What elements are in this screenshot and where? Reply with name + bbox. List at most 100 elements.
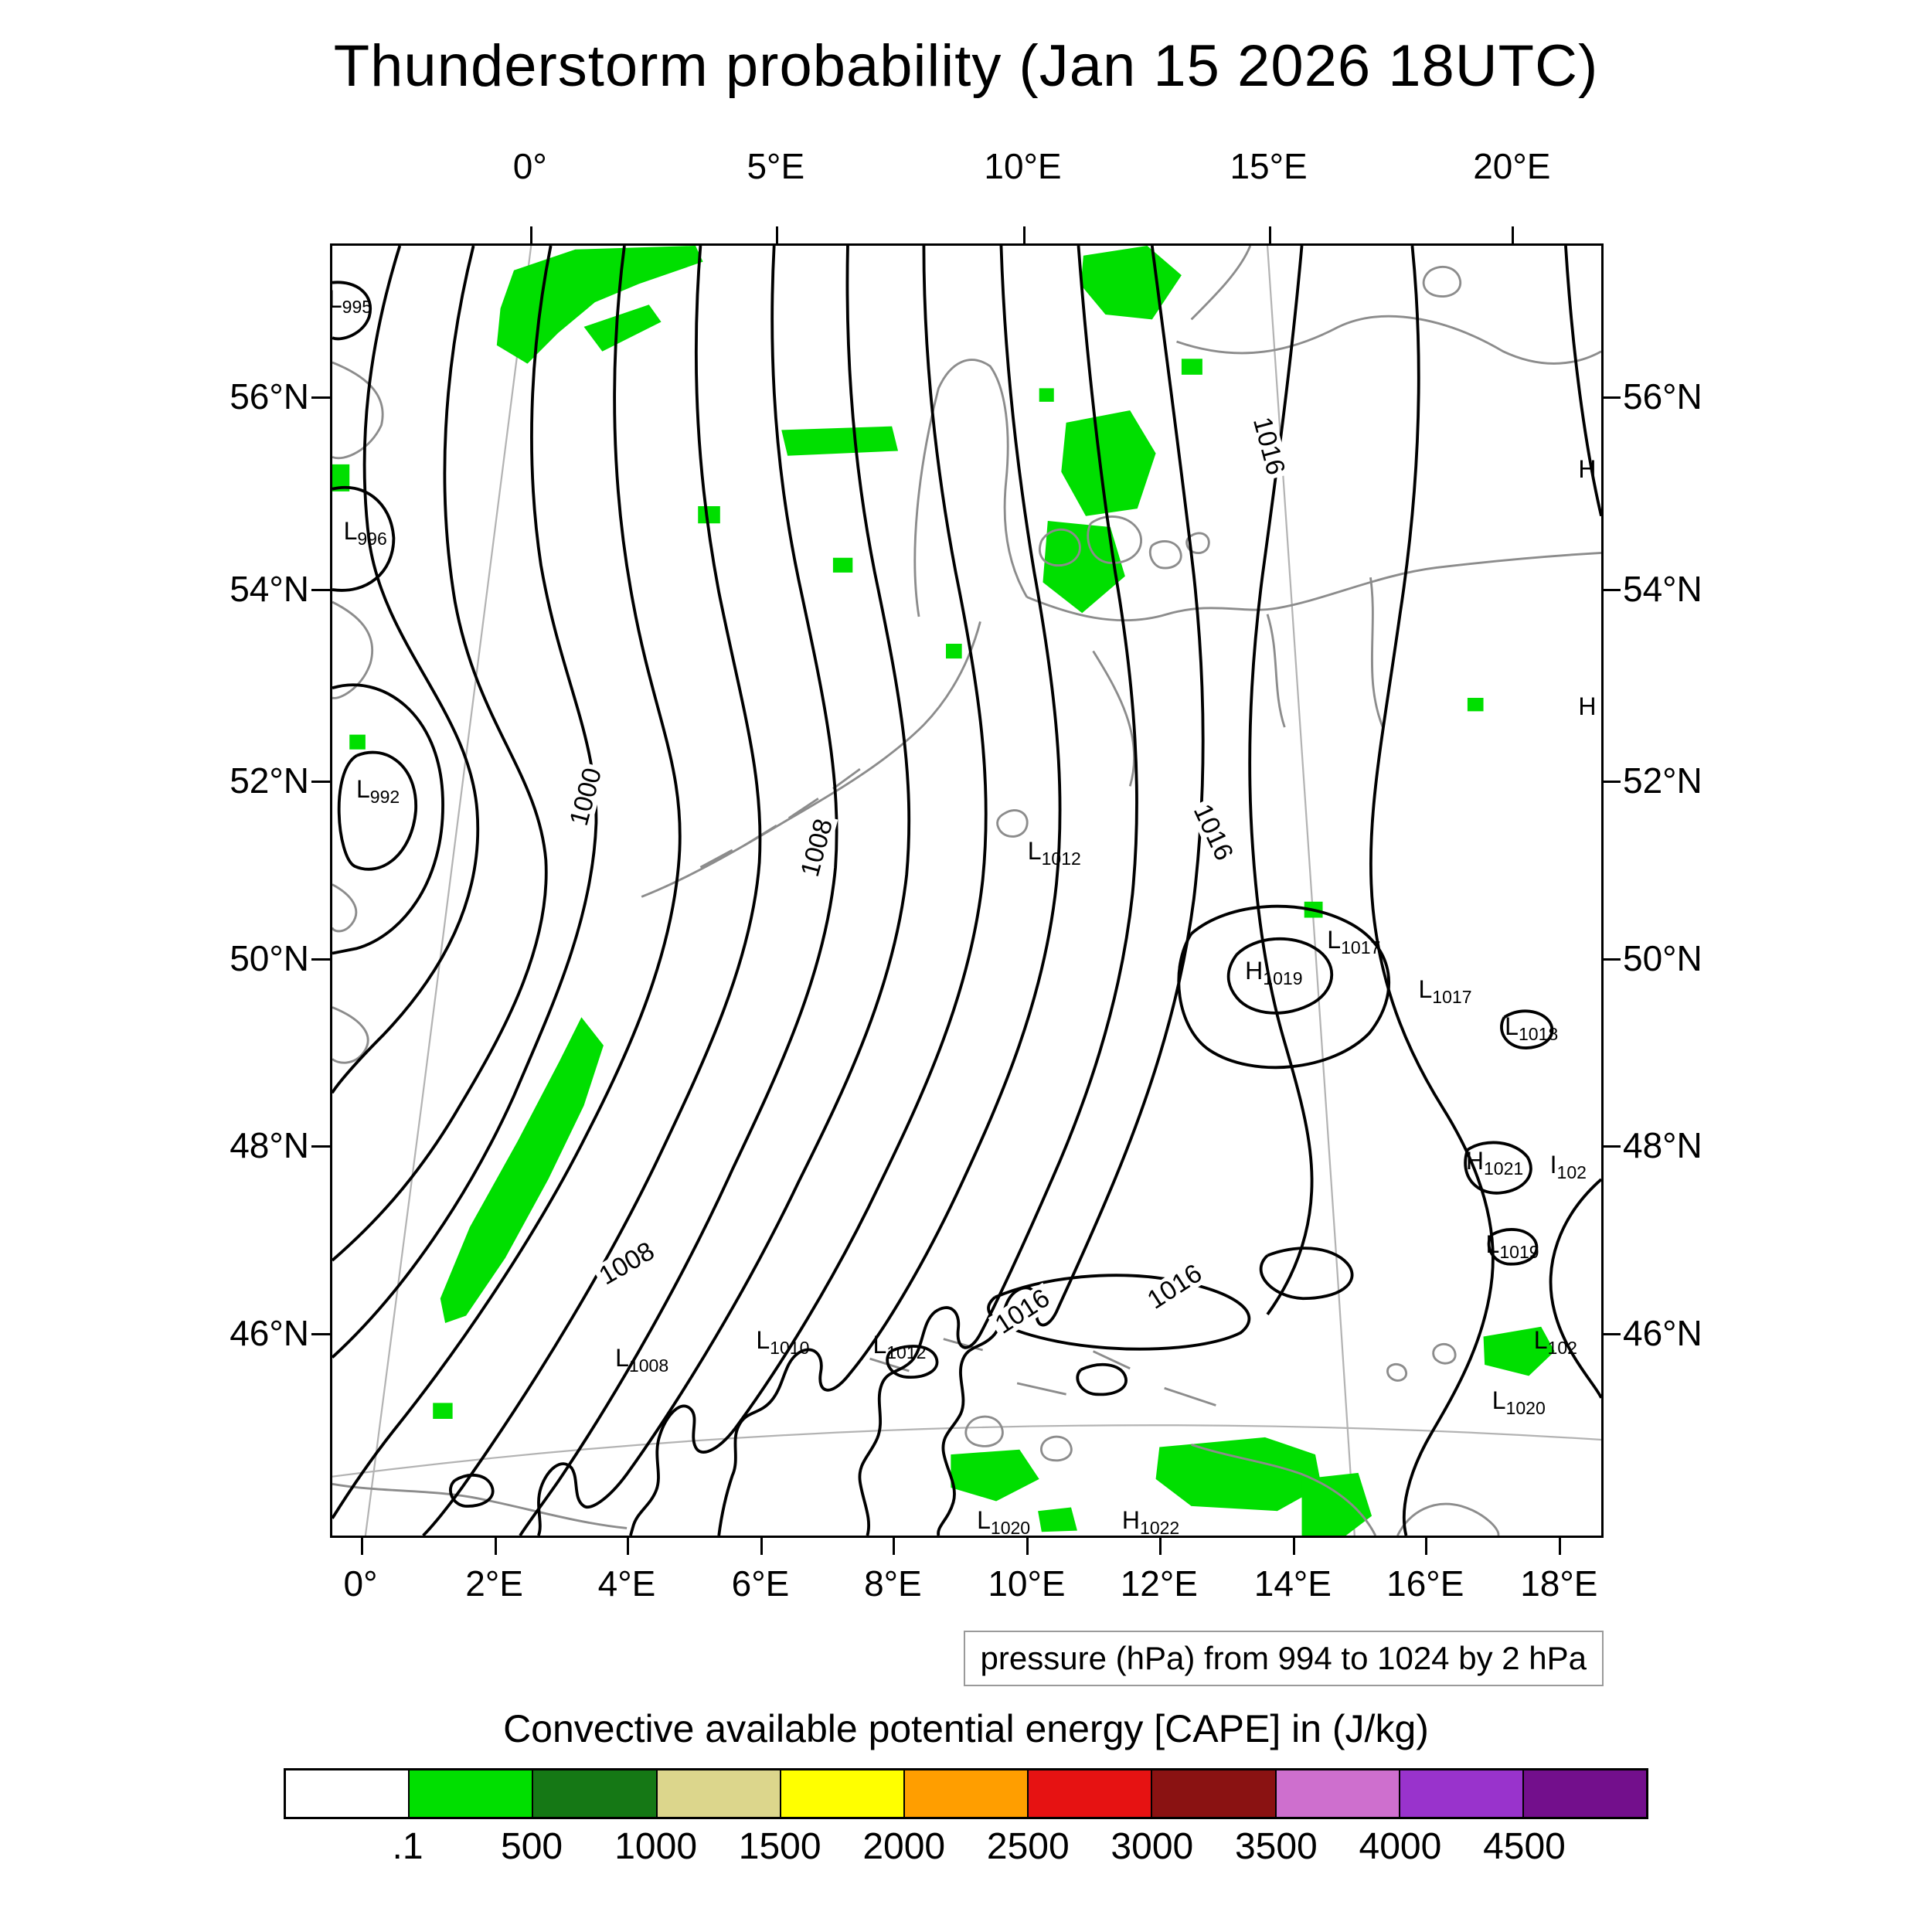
axis-tick (311, 957, 330, 961)
axis-tick (1158, 1538, 1162, 1555)
axis-tick (1602, 396, 1621, 399)
colorbar-tick-label: 3500 (1234, 1826, 1318, 1867)
axis-tick (1292, 1538, 1295, 1555)
colorbar-cell (1523, 1770, 1647, 1817)
pressure-caption: pressure (hPa) from 994 to 1024 by 2 hPa (963, 1631, 1604, 1686)
axis-label: 48°N (1623, 1125, 1702, 1166)
axis-left-ticks (311, 243, 330, 1538)
contour-value-label: 1016 (988, 1282, 1057, 1340)
contour-value-label: 1008 (795, 813, 838, 883)
axis-label: 12°E (1120, 1563, 1198, 1604)
axis-label: 15°E (1230, 146, 1308, 186)
colorbar-cell (781, 1770, 905, 1817)
pressure-center-label: I102 (1549, 1150, 1587, 1182)
pressure-center-label: L1019 (1485, 1230, 1539, 1263)
axis-label: 8°E (864, 1563, 922, 1604)
axis-tick (1602, 589, 1621, 592)
axis-label: 20°E (1473, 146, 1551, 186)
axis-label: 2°E (465, 1563, 523, 1604)
colorbar-tick-label: 4500 (1483, 1826, 1566, 1867)
pressure-center-label: L1017 (1327, 926, 1381, 958)
colorbar-cell (410, 1770, 534, 1817)
contour-value-label: 1016 (1187, 798, 1239, 868)
axis-tick (1602, 1145, 1621, 1148)
colorbar-tick-label: 500 (501, 1826, 563, 1867)
pressure-center-label: L102 (1533, 1325, 1577, 1358)
axis-tick (1425, 1538, 1428, 1555)
axis-tick (760, 1538, 764, 1555)
pressure-center-label: L1012 (1027, 836, 1081, 869)
pressure-center-label: L1020 (977, 1506, 1031, 1538)
axis-label: 4°E (597, 1563, 656, 1604)
pressure-center-label: H1021 (1465, 1146, 1524, 1179)
pressure-center-label: L1018 (1505, 1012, 1559, 1045)
axis-tick (311, 589, 330, 592)
axis-label: 0° (343, 1563, 378, 1604)
axis-label: 10°E (988, 1563, 1066, 1604)
axis-bottom-ticks (330, 1538, 1604, 1555)
axis-tick (1602, 1333, 1621, 1336)
axis-tick (1026, 1538, 1029, 1555)
contour-value-label: 1016 (1247, 410, 1291, 481)
pressure-center-label: L996 (343, 516, 387, 549)
axis-label: 54°N (1623, 569, 1702, 610)
axis-tick (893, 1538, 896, 1555)
contour-value-label: H (1578, 692, 1597, 720)
isobar-contours (332, 246, 1601, 1536)
pressure-center-label: L992 (355, 774, 400, 808)
axis-label: 5°E (747, 146, 805, 186)
colorbar-tick-label: 1000 (614, 1826, 698, 1867)
pressure-labels-layer: L995 L996 L992 1000 1008 L1012 1016 1016 H H H1019… (332, 246, 1601, 1536)
colorbar-tick-label: .1 (392, 1826, 423, 1867)
pressure-center-label: L995 (332, 287, 372, 317)
cape-colorbar-tick-labels: .1 500 1000 1500 2000 2500 3000 3500 4000 4500 (284, 1828, 1648, 1875)
axis-label: 52°N (1623, 760, 1702, 801)
axis-tick (360, 1538, 363, 1555)
cape-colorbar (284, 1768, 1648, 1819)
contour-value-label: 1016 (1140, 1257, 1209, 1315)
axis-label: 52°N (230, 760, 309, 801)
axis-top-ticks (330, 226, 1604, 243)
page-title: Thunderstorm probability (Jan 15 2026 18… (333, 33, 1599, 99)
axis-tick (494, 1538, 497, 1555)
contour-value-label: H (1578, 454, 1597, 483)
axis-tick (311, 396, 330, 399)
colorbar-cell (286, 1770, 410, 1817)
pressure-center-label: H1019 (1245, 957, 1303, 989)
pressure-center-label: L1012 (872, 1331, 927, 1363)
axis-tick (775, 226, 778, 243)
axis-label: 56°N (1623, 376, 1702, 417)
axis-label: 50°N (230, 937, 309, 978)
contour-value-label: 1000 (564, 761, 608, 832)
colorbar-cell (533, 1770, 658, 1817)
axis-tick (1022, 226, 1026, 243)
legend-title: Convective available potential energy [C… (503, 1707, 1429, 1750)
axis-label: 54°N (230, 569, 309, 610)
axis-label: 46°N (1623, 1313, 1702, 1354)
axis-label: 50°N (1623, 937, 1702, 978)
colorbar-cell (904, 1770, 1029, 1817)
axis-tick (1559, 1538, 1562, 1555)
contour-value-label: 1008 (592, 1236, 662, 1291)
axis-label: 14°E (1253, 1563, 1332, 1604)
axis-label: 18°E (1520, 1563, 1598, 1604)
pressure-center-label: L1017 (1418, 975, 1472, 1007)
axis-label: 48°N (230, 1125, 309, 1166)
axis-label: 10°E (984, 146, 1062, 186)
colorbar-tick-label: 2000 (862, 1826, 946, 1867)
pressure-center-label: H1022 (1121, 1506, 1180, 1538)
axis-tick (1602, 957, 1621, 961)
axis-bottom-labels: 0° 2°E 4°E 6°E 8°E 10°E 12°E 14°E 16°E 18°E (330, 1566, 1604, 1612)
axis-label: 6°E (731, 1563, 790, 1604)
axis-label: 46°N (230, 1313, 309, 1354)
pressure-center-label: L1008 (615, 1343, 669, 1376)
axis-tick (626, 1538, 629, 1555)
pressure-center-label: L1010 (756, 1325, 810, 1358)
axis-tick (1512, 226, 1515, 243)
axis-label: 16°E (1386, 1563, 1464, 1604)
cape-shaded-regions (332, 246, 1555, 1536)
colorbar-cell (1400, 1770, 1524, 1817)
axis-top-labels: 0° 5°E 10°E 15°E 20°E (330, 148, 1604, 195)
axis-tick (529, 226, 532, 243)
axis-right-labels: 56°N 54°N 52°N 50°N 48°N 46°N (1623, 243, 1808, 1538)
